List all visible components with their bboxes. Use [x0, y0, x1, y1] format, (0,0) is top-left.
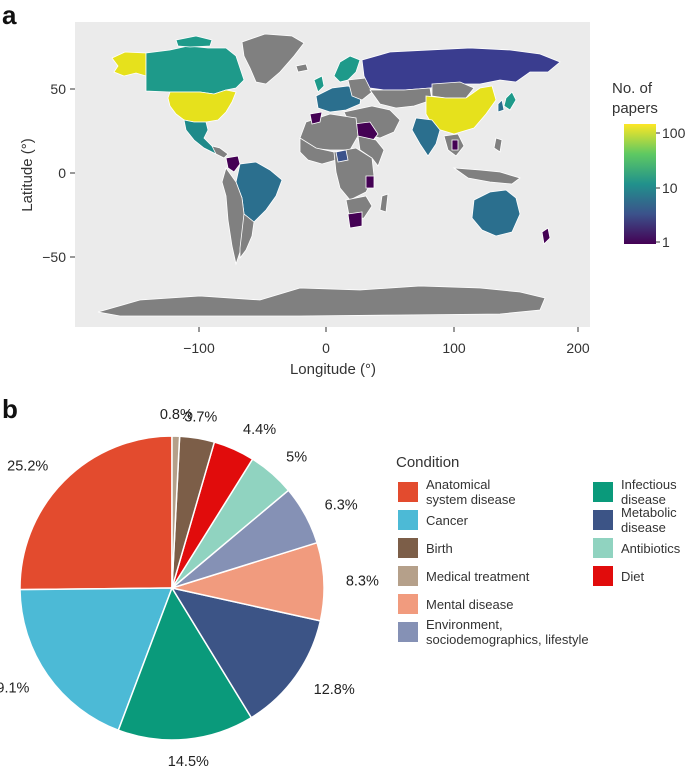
thailand-region [451, 139, 459, 151]
nigeria-region [335, 149, 349, 163]
pie-slice-label: 4.4% [243, 422, 276, 438]
australia-region [471, 189, 521, 237]
pie-slice-label: 14.5% [168, 754, 209, 766]
east-africa-region [357, 135, 385, 167]
x-tick-label: 200 [566, 340, 590, 356]
scandinavia-region [333, 55, 361, 83]
colombia-region [225, 155, 241, 173]
south-africa-region [347, 211, 363, 229]
europe-west-region [315, 85, 363, 113]
greenland-region [241, 33, 305, 85]
legend-swatch [398, 566, 418, 586]
korea-region [497, 99, 505, 113]
pie-slice-label: 19.1% [0, 681, 30, 697]
colorbar-tick-label: 1 [662, 234, 670, 250]
colorbar-tick-label: 100 [662, 125, 685, 141]
legend-label: Diet [621, 569, 645, 584]
pie-slice-label: 8.3% [346, 574, 379, 590]
legend-label: Antibiotics [621, 541, 681, 556]
panel-b-label: b [2, 394, 18, 424]
legend-swatch [593, 482, 613, 502]
legend-label: system disease [426, 492, 516, 507]
usa-region [167, 89, 237, 123]
legend-swatch [593, 538, 613, 558]
iceland-region [295, 63, 309, 73]
pie-slice-label: 3.7% [184, 409, 217, 425]
india-region [411, 117, 441, 157]
new-zealand-region [541, 227, 551, 245]
y-axis-label: Latitude (°) [19, 138, 36, 212]
legend-swatch [593, 510, 613, 530]
pie-slice [117, 586, 253, 741]
legend-label: Anatomical [426, 477, 490, 492]
pie-slice [170, 586, 322, 719]
alaska-region [111, 51, 147, 77]
pie-slice-label: 0.8% [160, 407, 193, 423]
pie-slice-label: 6.3% [325, 497, 358, 513]
west-africa-region [299, 137, 337, 165]
madagascar-region [379, 193, 389, 213]
legend-label: disease [621, 492, 666, 507]
legend-label: sociodemographics, lifestyle [426, 632, 589, 647]
central-america-region [211, 145, 229, 159]
legend-label: Medical treatment [426, 569, 530, 584]
legend-swatch [398, 482, 418, 502]
x-tick-label: 0 [322, 340, 330, 356]
legend-swatch [398, 594, 418, 614]
central-asia-region [369, 87, 433, 109]
south-america-west [221, 167, 247, 266]
legend-label: Birth [426, 541, 453, 556]
pie-slice-label: 12.8% [314, 682, 355, 698]
pie-slice [171, 435, 181, 589]
legend-swatch [398, 622, 418, 642]
colorbar-title-line2: papers [612, 100, 658, 117]
map-x-ticks [198, 327, 579, 332]
morocco-region [309, 111, 323, 125]
canada-islands [175, 35, 213, 48]
legend-swatch [398, 538, 418, 558]
map-countries [97, 33, 561, 317]
japan-region [503, 91, 517, 111]
legend-label: Metabolic [621, 505, 677, 520]
pie-slice [19, 587, 174, 732]
antarctica-region [97, 285, 546, 317]
x-axis-label: Longitude (°) [290, 361, 376, 378]
legend-label: disease [621, 520, 666, 535]
x-tick-label: 100 [442, 340, 466, 356]
legend-swatch [398, 510, 418, 530]
colorbar-gradient [624, 124, 656, 244]
colorbar: No. of papers 100 10 1 [612, 80, 685, 250]
philippines-region [493, 137, 503, 153]
europe-east-region [347, 77, 373, 101]
y-tick-label: 50 [50, 81, 66, 97]
colorbar-title-line1: No. of [612, 80, 653, 97]
pie-slice-label: 5% [286, 450, 307, 466]
canada-region [145, 45, 245, 95]
y-tick-label: 0 [58, 165, 66, 181]
x-tick-label: −100 [183, 340, 215, 356]
map-y-ticks [70, 88, 75, 258]
pie-chart: 25.2% 19.1% 14.5% 12.8% 8.3% 6.3% 5% 4.4% 3.7%0.… [0, 407, 379, 766]
indonesia-region [452, 167, 521, 185]
uk-region [313, 75, 325, 93]
pie-slice [19, 435, 173, 591]
colorbar-tick-label: 10 [662, 180, 678, 196]
legend-label: Cancer [426, 513, 469, 528]
map-panel: −100 0 100 200 50 0 −50 Longitude (°) La… [19, 22, 590, 378]
pie-slice-label: 25.2% [7, 459, 48, 475]
argentina-region [239, 213, 255, 260]
y-tick-label: −50 [42, 249, 66, 265]
legend-label: Infectious [621, 477, 677, 492]
legend-label: Environment, [426, 617, 503, 632]
tanzania-region [365, 175, 375, 189]
legend-title: Condition [396, 454, 459, 471]
panel-a-label: a [2, 0, 17, 30]
legend-label: Mental disease [426, 597, 513, 612]
legend-swatch [593, 566, 613, 586]
